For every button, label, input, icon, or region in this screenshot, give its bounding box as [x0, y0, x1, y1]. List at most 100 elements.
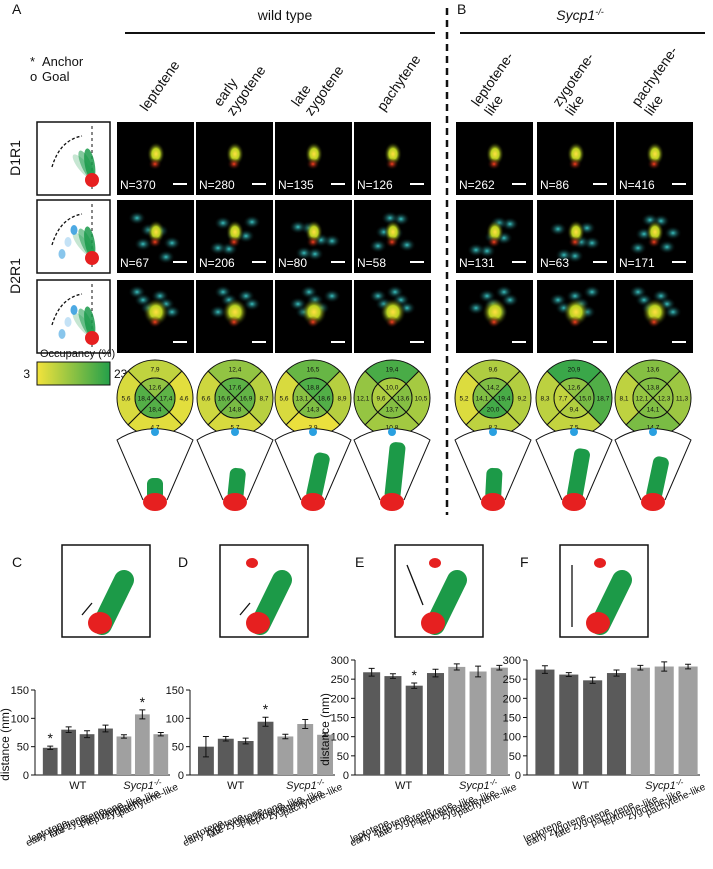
group-name: Sycp1 — [123, 780, 154, 792]
cyan-signal — [583, 285, 601, 299]
occupancy-label: 12,4 — [229, 367, 242, 374]
error-bar — [102, 724, 109, 733]
red-signal — [148, 158, 162, 170]
legend-symbol: o — [30, 69, 37, 84]
cyan-signal — [289, 220, 307, 234]
y-tick-label: 50 — [509, 751, 521, 763]
stage-header: earlyzygotene — [210, 53, 269, 118]
bar — [297, 724, 314, 775]
error-bar — [302, 718, 309, 730]
y-tick-label: 300 — [503, 655, 521, 667]
group-label: Sycp1-/- — [459, 778, 497, 792]
error-bar — [475, 665, 482, 678]
y-tick-label: 200 — [331, 693, 349, 705]
bar — [535, 669, 555, 775]
bar — [277, 736, 294, 775]
cyan-signal — [398, 238, 416, 252]
occupancy-label: 13,6 — [397, 396, 410, 403]
occupancy-label: 19,4 — [498, 396, 511, 403]
occupancy-sector — [298, 397, 328, 419]
bar — [583, 680, 603, 775]
group-superscript: -/- — [317, 778, 325, 787]
error-bar — [157, 732, 164, 737]
cyan-signal — [467, 243, 485, 257]
anchor-blob — [88, 612, 112, 634]
occupancy-label: 9,6 — [488, 367, 497, 374]
row-label: D1R1 — [7, 140, 23, 176]
goal-blob — [429, 558, 441, 568]
occupancy-label: 9,4 — [569, 407, 578, 414]
bar — [469, 671, 487, 775]
occupancy-label: 8,3 — [540, 396, 549, 403]
stage-label: latezygotene — [288, 53, 347, 118]
occupancy-label: 8,2 — [488, 425, 497, 432]
occupancy-label: 5,2 — [459, 396, 468, 403]
occupancy-label: 15,0 — [579, 396, 592, 403]
panel-letter: D — [178, 554, 188, 570]
goal-dot — [151, 428, 159, 436]
red-signal — [227, 316, 241, 328]
occupancy-label: 9,6 — [376, 396, 385, 403]
anchor-blob — [562, 493, 586, 511]
occupancy-label: 18,7 — [597, 396, 610, 403]
occupancy-label: 5,6 — [121, 396, 130, 403]
schematic-arrow — [51, 135, 83, 168]
y-tick-label: 100 — [331, 732, 349, 744]
group-label: Sycp1-/- — [123, 778, 161, 792]
red-signal — [148, 236, 162, 248]
panel-letter: E — [355, 554, 364, 570]
occupancy-label: 12,1 — [636, 396, 649, 403]
distance-arrow — [406, 564, 424, 606]
bar — [217, 738, 234, 775]
bar — [363, 672, 381, 775]
occupancy-label: 18,4 — [138, 396, 151, 403]
y-tick-label: 0 — [515, 770, 521, 782]
error-bar — [589, 676, 596, 684]
occupancy-label: 4,7 — [150, 425, 159, 432]
cyan-signal — [163, 236, 181, 250]
bar — [678, 666, 698, 775]
stage-label: pachytene — [373, 51, 423, 113]
occupancy-label: 10,5 — [415, 396, 428, 403]
occupancy-label: 14,2 — [487, 385, 500, 392]
occupancy-label: 16,5 — [307, 367, 320, 374]
error-bar — [613, 669, 620, 677]
goal-dot — [570, 428, 578, 436]
error-bar — [565, 672, 572, 677]
genotype-mutant: Sycp1-/- — [556, 7, 603, 23]
red-signal — [568, 316, 582, 328]
occupancy-label: 9,2 — [517, 396, 526, 403]
occupancy-label: 14,1 — [476, 396, 489, 403]
group-label: Sycp1-/- — [645, 778, 683, 792]
bar — [630, 667, 650, 775]
rod — [567, 448, 590, 501]
legend-label: Anchor — [42, 54, 84, 69]
cyan-signal — [134, 237, 152, 251]
cyan-signal — [369, 239, 387, 253]
occupancy-label: 6,6 — [201, 396, 210, 403]
cyan-signal — [157, 250, 175, 264]
significance: * — [263, 701, 269, 717]
count-label: N=58 — [357, 256, 386, 270]
bar — [61, 729, 77, 775]
red-signal — [306, 236, 320, 248]
count-label: N=416 — [619, 178, 655, 192]
bar — [134, 714, 150, 775]
bar — [490, 667, 508, 775]
bar — [654, 666, 674, 775]
count-label: N=126 — [357, 178, 393, 192]
y-axis-label: distance (nm) — [318, 693, 332, 766]
red-signal — [568, 236, 582, 248]
cyan-signal — [323, 289, 341, 303]
y-tick-label: 50 — [17, 742, 29, 754]
group-label: WT — [572, 780, 589, 792]
red-signal — [385, 316, 399, 328]
stage-label: pachytene-like — [628, 43, 694, 118]
significance: * — [140, 694, 146, 710]
bar — [153, 734, 169, 775]
stage-header: pachytene — [373, 51, 423, 113]
anchor-blob — [586, 612, 610, 634]
cyan-signal — [658, 240, 676, 254]
anchor-blob — [223, 493, 247, 511]
stage-label: earlyzygotene — [210, 53, 269, 118]
